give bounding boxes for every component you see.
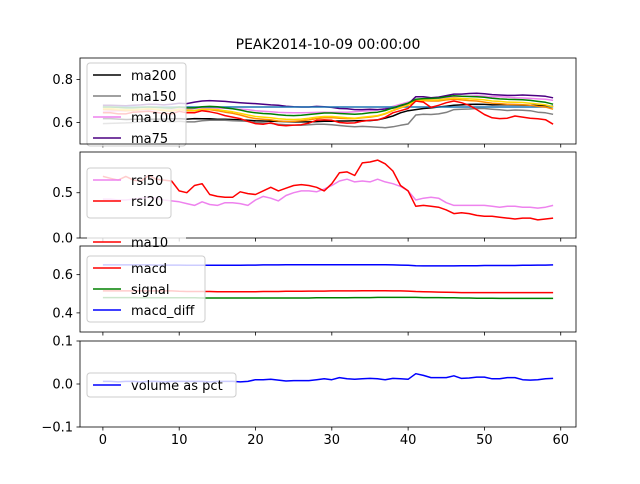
x-tick-label: 20: [247, 433, 264, 448]
y-tick-label: 0.8: [52, 73, 73, 88]
series-group: [102, 159, 554, 221]
panel-moving-averages: 0.6 0.8 ma200 ma150 ma100 ma75: [52, 57, 577, 148]
legend-fragment-label: ma10: [131, 236, 168, 251]
y-tick-label: 0.0: [52, 232, 73, 247]
y-tick-label: 0.1: [52, 335, 73, 350]
legend-label: macd_diff: [131, 304, 195, 319]
panel-rsi: 0.0 0.5 rsi50 rsi20: [52, 151, 577, 247]
y-tick-label: 0.5: [52, 186, 73, 201]
x-tick-label: 60: [552, 433, 569, 448]
y-tick-label: −0.1: [41, 421, 73, 436]
y-tick-label: 0.6: [52, 116, 73, 131]
legend-box: [86, 62, 187, 147]
x-tick-label: 30: [324, 433, 341, 448]
legend-label: macd: [131, 262, 167, 277]
legend-label: ma75: [131, 132, 168, 147]
axes-frame: [79, 151, 577, 239]
y-tick-label: 0.6: [52, 268, 73, 283]
axes-frame: [79, 340, 577, 428]
legend-box: [86, 255, 206, 323]
x-tick-label: 0: [99, 433, 107, 448]
legend-label: rsi50: [131, 174, 163, 189]
panel-volume: −0.1 0.0 0.1 0 10 20 30 40 50 60 volume as pct: [41, 335, 577, 448]
legend-label: rsi20: [131, 195, 163, 210]
legend-label: ma100: [131, 111, 176, 126]
legend-label: ma200: [131, 69, 176, 84]
legend-label: signal: [131, 283, 169, 298]
chart-title: PEAK2014-10-09 00:00:00: [236, 37, 421, 53]
legend-box: [86, 372, 237, 398]
series-line-rsi20: [102, 159, 554, 221]
x-tick-label: 10: [171, 433, 188, 448]
legend-label: volume as pct: [131, 379, 223, 394]
legend-fragment: ma10: [87, 230, 186, 251]
x-tick-label: 50: [476, 433, 493, 448]
panel-macd: 0.4 0.6 macd signal macd_diff: [52, 245, 577, 336]
x-tick-label: 40: [400, 433, 417, 448]
axes-frame: [79, 245, 577, 333]
y-tick-label: 0.4: [52, 306, 73, 321]
y-tick-label: 0.0: [52, 378, 73, 393]
axes-frame: [79, 57, 577, 145]
legend-label: ma150: [131, 90, 176, 105]
